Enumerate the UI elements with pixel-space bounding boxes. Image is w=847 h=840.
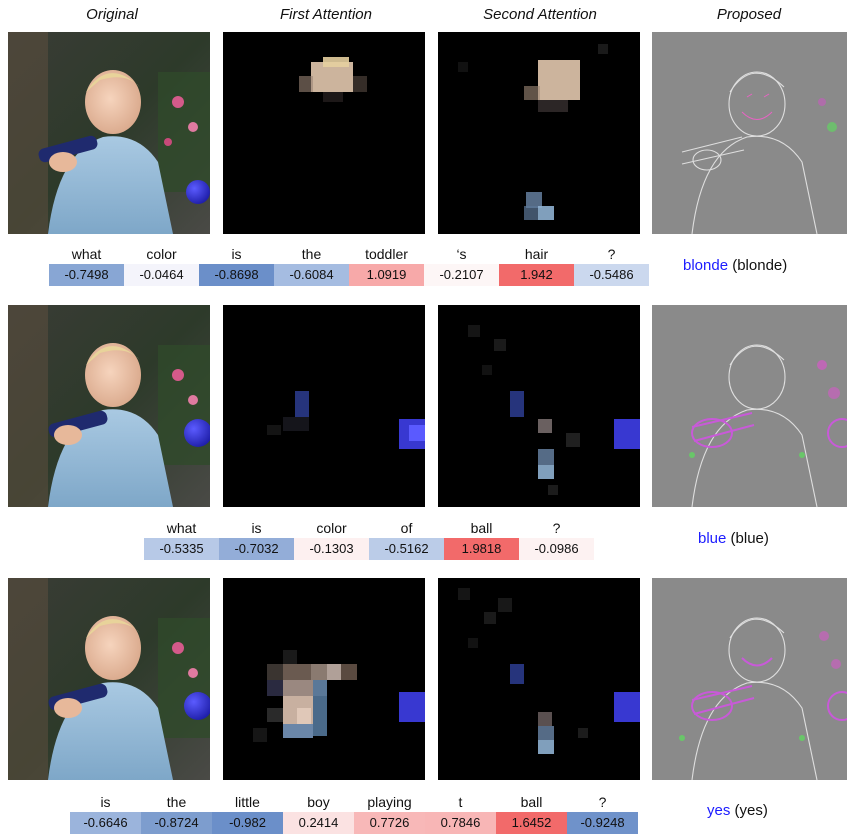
attention-score: -0.6646 bbox=[70, 812, 141, 834]
attention-score: -0.5335 bbox=[144, 538, 219, 560]
attention-score: -0.8698 bbox=[199, 264, 274, 286]
question-word: t bbox=[458, 794, 463, 810]
second-attention-map-3 bbox=[438, 578, 640, 780]
question-word-cell: the -0.6084 bbox=[274, 244, 349, 286]
question-word-cell: ball 1.6452 bbox=[496, 792, 567, 834]
question-word: what bbox=[71, 246, 102, 262]
question-word-cell: toddler 1.0919 bbox=[349, 244, 424, 286]
proposed-map-1 bbox=[652, 32, 847, 234]
question-word-cell: ? -0.9248 bbox=[567, 792, 638, 834]
predicted-answer: blonde bbox=[683, 257, 729, 274]
question-word: hair bbox=[524, 246, 549, 262]
attention-score: 0.2414 bbox=[283, 812, 354, 834]
question-word-cell: of -0.5162 bbox=[369, 518, 444, 560]
original-image-2 bbox=[8, 305, 210, 507]
question-word-cell: boy 0.2414 bbox=[283, 792, 354, 834]
ground-truth-answer: (yes) bbox=[734, 802, 768, 819]
question-word-cell: ball 1.9818 bbox=[444, 518, 519, 560]
predicted-answer: blue bbox=[698, 530, 727, 547]
attention-score: 1.942 bbox=[499, 264, 574, 286]
attention-score: -0.5162 bbox=[369, 538, 444, 560]
first-attention-map-3 bbox=[223, 578, 425, 780]
question-word-cell: color -0.1303 bbox=[294, 518, 369, 560]
header-second-attention: Second Attention bbox=[483, 6, 597, 23]
question-row-1: what -0.7498 color -0.0464 is -0.8698 the -0… bbox=[49, 244, 649, 286]
header-proposed: Proposed bbox=[716, 6, 782, 23]
second-attention-map-2 bbox=[438, 305, 640, 507]
question-row-3: is -0.6646 the -0.8724 little -0.982 boy 0.2… bbox=[70, 792, 638, 834]
proposed-map-2 bbox=[652, 305, 847, 507]
header-first-attention: First Attention bbox=[280, 6, 372, 23]
question-word: what bbox=[166, 520, 197, 536]
attention-score: -0.5486 bbox=[574, 264, 649, 286]
question-word: playing bbox=[367, 794, 412, 810]
header-original: Original bbox=[86, 6, 138, 23]
question-word-cell: what -0.5335 bbox=[144, 518, 219, 560]
attention-score: 1.9818 bbox=[444, 538, 519, 560]
attention-score: 0.7726 bbox=[354, 812, 425, 834]
second-attention-map-1 bbox=[438, 32, 640, 234]
question-word-cell: the -0.8724 bbox=[141, 792, 212, 834]
question-word: ? bbox=[552, 520, 561, 536]
attention-score: -0.8724 bbox=[141, 812, 212, 834]
question-word: is bbox=[251, 520, 262, 536]
question-word-cell: is -0.8698 bbox=[199, 244, 274, 286]
question-word-cell: hair 1.942 bbox=[499, 244, 574, 286]
answer-1: blonde (blonde) bbox=[683, 257, 787, 274]
first-attention-map-1 bbox=[223, 32, 425, 234]
attention-score: -0.7498 bbox=[49, 264, 124, 286]
question-word-cell: ? -0.0986 bbox=[519, 518, 594, 560]
question-word: color bbox=[316, 520, 347, 536]
question-word: of bbox=[400, 520, 413, 536]
question-word-cell: is -0.7032 bbox=[219, 518, 294, 560]
question-word-cell: little -0.982 bbox=[212, 792, 283, 834]
attention-score: -0.0986 bbox=[519, 538, 594, 560]
proposed-map-3 bbox=[652, 578, 847, 780]
question-word: ‘s bbox=[456, 246, 467, 262]
question-word-cell: is -0.6646 bbox=[70, 792, 141, 834]
original-image-3 bbox=[8, 578, 210, 780]
answer-2: blue (blue) bbox=[698, 530, 769, 547]
question-word: ? bbox=[607, 246, 616, 262]
question-word-cell: color -0.0464 bbox=[124, 244, 199, 286]
original-image-1 bbox=[8, 32, 210, 234]
first-attention-map-2 bbox=[223, 305, 425, 507]
answer-3: yes (yes) bbox=[707, 802, 768, 819]
question-word: color bbox=[146, 246, 177, 262]
attention-score: -0.0464 bbox=[124, 264, 199, 286]
ground-truth-answer: (blue) bbox=[730, 530, 769, 547]
attention-score: -0.2107 bbox=[424, 264, 499, 286]
attention-score: -0.1303 bbox=[294, 538, 369, 560]
ground-truth-answer: (blonde) bbox=[732, 257, 788, 274]
predicted-answer: yes bbox=[707, 802, 731, 819]
attention-score: -0.7032 bbox=[219, 538, 294, 560]
question-word-cell: t 0.7846 bbox=[425, 792, 496, 834]
question-word: is bbox=[100, 794, 111, 810]
question-row-2: what -0.5335 is -0.7032 color -0.1303 of -0.… bbox=[144, 518, 594, 560]
attention-score: -0.9248 bbox=[567, 812, 638, 834]
question-word-cell: ? -0.5486 bbox=[574, 244, 649, 286]
question-word: ? bbox=[598, 794, 607, 810]
question-word-cell: ‘s -0.2107 bbox=[424, 244, 499, 286]
question-word: ball bbox=[520, 794, 543, 810]
question-word: the bbox=[166, 794, 187, 810]
question-word: toddler bbox=[365, 246, 408, 262]
question-word: is bbox=[231, 246, 242, 262]
question-word: the bbox=[301, 246, 322, 262]
attention-score: -0.982 bbox=[212, 812, 283, 834]
question-word: boy bbox=[307, 794, 330, 810]
attention-score: -0.6084 bbox=[274, 264, 349, 286]
question-word: little bbox=[235, 794, 260, 810]
question-word-cell: playing 0.7726 bbox=[354, 792, 425, 834]
attention-score: 0.7846 bbox=[425, 812, 496, 834]
attention-score: 1.0919 bbox=[349, 264, 424, 286]
question-word-cell: what -0.7498 bbox=[49, 244, 124, 286]
attention-score: 1.6452 bbox=[496, 812, 567, 834]
question-word: ball bbox=[470, 520, 493, 536]
